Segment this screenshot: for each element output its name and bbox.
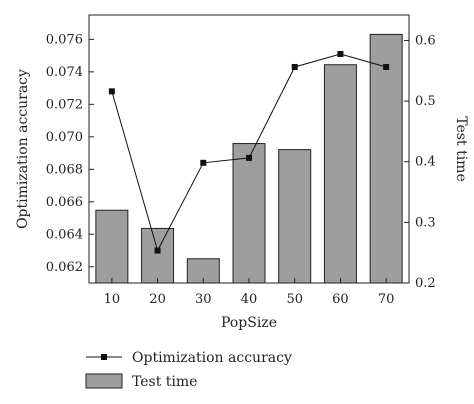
y-left-tick-label: 0.068: [46, 162, 83, 177]
legend-line-marker: [101, 354, 107, 360]
y-left-tick-label: 0.076: [46, 32, 83, 47]
x-tick-label: 60: [332, 292, 349, 307]
point-10: [108, 88, 115, 95]
y-right-tick-label: 0.5: [415, 94, 436, 109]
x-tick-label: 10: [104, 292, 121, 307]
y-right-tick-label: 0.6: [415, 33, 436, 48]
bar-50: [278, 149, 312, 284]
legend: Optimization accuracy Test time: [85, 350, 292, 390]
line-group: [108, 50, 390, 254]
y-right-tick-label: 0.3: [415, 215, 436, 230]
x-tick-label: 20: [149, 292, 166, 307]
y-left-tick-label: 0.072: [46, 97, 83, 112]
legend-label-test-time: Test time: [132, 374, 197, 390]
x-tick-label: 50: [286, 292, 303, 307]
bar-70: [369, 33, 403, 284]
y-left-tick-label: 0.074: [46, 65, 83, 80]
y-left-axis-title: Optimization accuracy: [15, 69, 31, 229]
point-40: [246, 154, 252, 161]
point-60: [337, 50, 344, 57]
y-left-tick-label: 0.064: [46, 227, 83, 242]
point-50: [291, 63, 298, 70]
legend-label-accuracy: Optimization accuracy: [132, 350, 292, 366]
x-axis-title: PopSize: [221, 315, 277, 331]
bar-20: [141, 227, 175, 284]
y-left-tick-label: 0.066: [46, 195, 83, 210]
y-right-tick-label: 0.4: [415, 155, 436, 170]
axes-group: 0.062 0.064 0.066 0.068 0.070 0.072 0.074 0.076…: [15, 14, 469, 331]
legend-bar-swatch: [85, 373, 123, 389]
x-tick-label: 30: [195, 292, 212, 307]
x-tick-label: 70: [378, 292, 395, 307]
bar-60: [323, 64, 357, 284]
y-left-tick-label: 0.062: [46, 260, 83, 275]
point-30: [200, 159, 207, 166]
x-tick-label: 40: [241, 292, 258, 307]
bars-group: [95, 33, 403, 284]
y-left-tick-label: 0.070: [46, 130, 83, 145]
y-right-axis-title: Test time: [453, 116, 469, 181]
bar-40: [232, 143, 266, 284]
point-70: [383, 63, 390, 70]
bar-10: [95, 209, 129, 284]
point-20: [154, 247, 161, 254]
y-right-tick-label: 0.2: [415, 276, 436, 291]
